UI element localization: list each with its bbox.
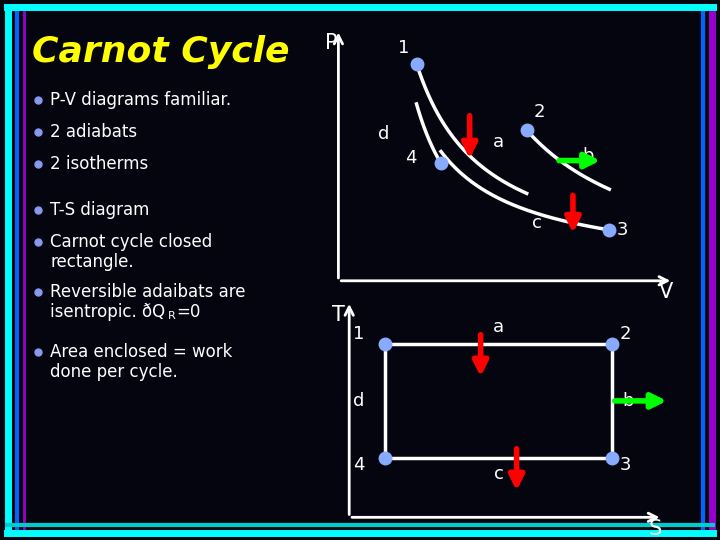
Text: T: T xyxy=(332,305,345,326)
Text: 4: 4 xyxy=(405,150,416,167)
Text: Carnot cycle closed: Carnot cycle closed xyxy=(50,233,212,251)
Text: R: R xyxy=(168,311,176,321)
Text: 3: 3 xyxy=(616,221,628,239)
Text: T-S diagram: T-S diagram xyxy=(50,201,149,219)
Text: done per cycle.: done per cycle. xyxy=(50,363,178,381)
Text: a: a xyxy=(493,318,504,336)
Text: S: S xyxy=(649,519,662,539)
Text: b: b xyxy=(582,147,594,165)
Text: 2 isotherms: 2 isotherms xyxy=(50,155,148,173)
Text: P: P xyxy=(325,33,338,53)
Text: 1: 1 xyxy=(398,39,409,57)
Text: c: c xyxy=(532,214,542,232)
Text: b: b xyxy=(623,392,634,410)
Text: rectangle.: rectangle. xyxy=(50,253,134,271)
Text: 1: 1 xyxy=(353,325,364,343)
Text: V: V xyxy=(659,281,673,302)
Text: Area enclosed = work: Area enclosed = work xyxy=(50,343,233,361)
Text: d: d xyxy=(353,392,364,410)
Text: 4: 4 xyxy=(353,456,364,474)
Text: d: d xyxy=(379,125,390,143)
Text: c: c xyxy=(494,465,503,483)
Text: =0: =0 xyxy=(176,303,200,321)
Text: a: a xyxy=(493,133,504,151)
Text: Reversible adaibats are: Reversible adaibats are xyxy=(50,283,246,301)
Text: isentropic. ðQ: isentropic. ðQ xyxy=(50,303,165,321)
Text: 2 adiabats: 2 adiabats xyxy=(50,123,137,141)
Text: 3: 3 xyxy=(619,456,631,474)
Text: Carnot Cycle: Carnot Cycle xyxy=(32,35,289,69)
Text: P-V diagrams familiar.: P-V diagrams familiar. xyxy=(50,91,231,109)
Text: 2: 2 xyxy=(534,103,545,120)
Text: 2: 2 xyxy=(619,325,631,343)
